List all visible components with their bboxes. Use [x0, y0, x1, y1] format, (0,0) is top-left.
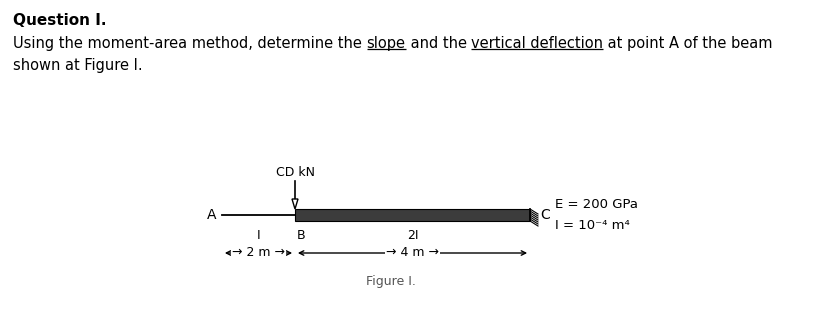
Text: C: C: [540, 208, 550, 222]
Text: CD kN: CD kN: [276, 166, 314, 179]
Text: B: B: [297, 229, 306, 242]
Text: Using the moment-area method, determine the: Using the moment-area method, determine …: [13, 36, 366, 51]
Text: A: A: [206, 208, 216, 222]
Text: and the: and the: [406, 36, 471, 51]
Text: E = 200 GPa: E = 200 GPa: [555, 198, 638, 211]
Text: vertical deflection: vertical deflection: [471, 36, 603, 51]
Text: shown at Figure I.: shown at Figure I.: [13, 58, 143, 73]
Bar: [295, 209, 530, 221]
Text: Figure I.: Figure I.: [366, 275, 416, 288]
Text: 2I: 2I: [406, 229, 418, 242]
Text: at point A of the beam: at point A of the beam: [603, 36, 773, 51]
Polygon shape: [292, 199, 298, 209]
Text: slope: slope: [366, 36, 406, 51]
Text: I: I: [257, 229, 260, 242]
Text: → 4 m →: → 4 m →: [386, 246, 439, 259]
Text: → 2 m →: → 2 m →: [232, 246, 285, 259]
Text: I = 10⁻⁴ m⁴: I = 10⁻⁴ m⁴: [555, 219, 630, 232]
Text: Question I.: Question I.: [13, 13, 106, 28]
